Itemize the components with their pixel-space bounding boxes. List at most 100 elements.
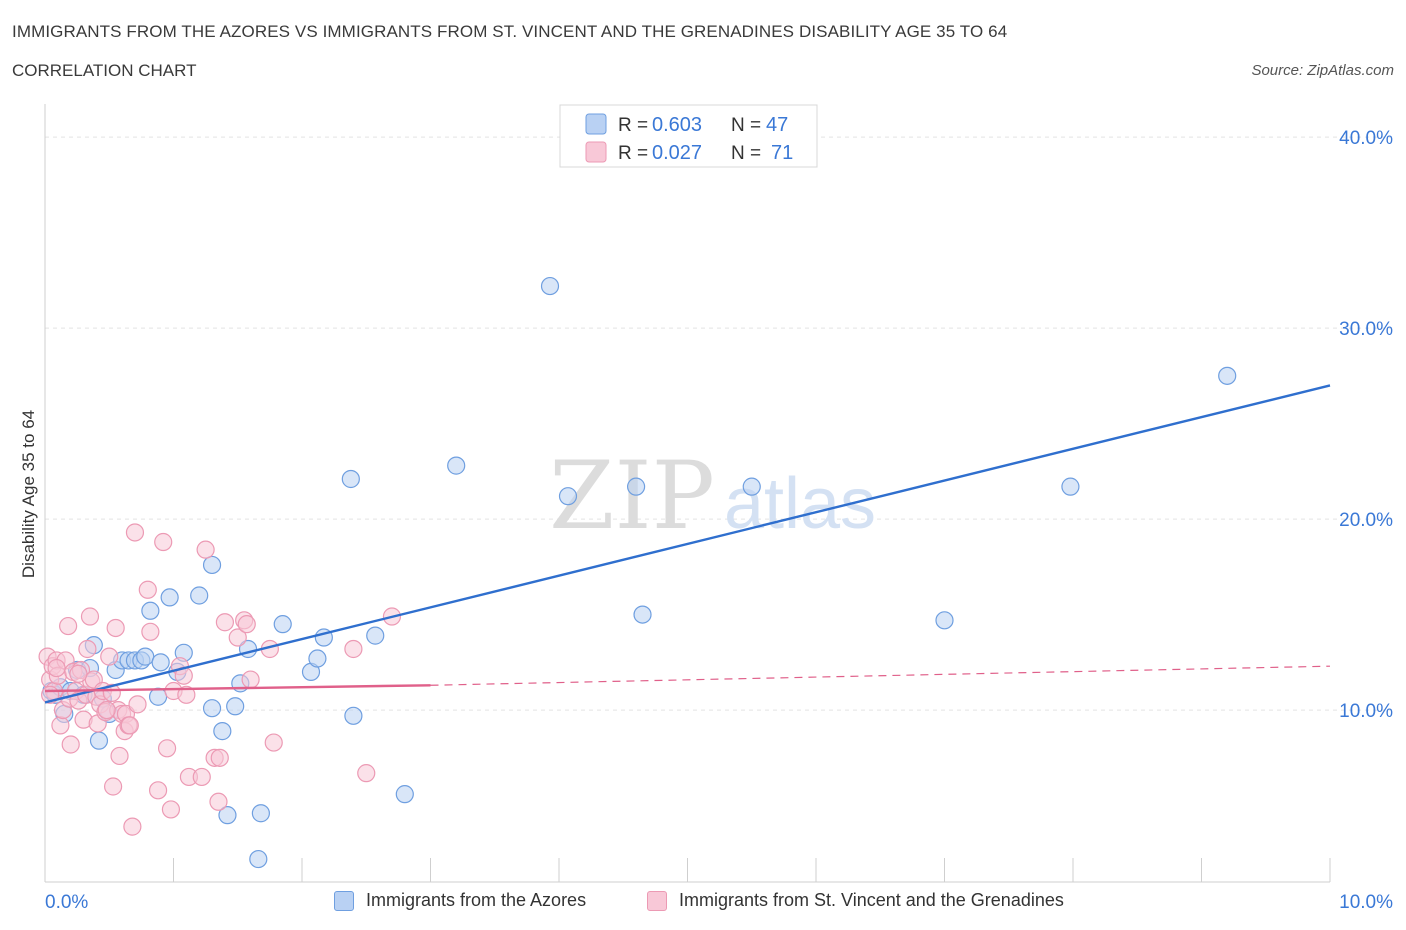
point-azores bbox=[202, 699, 222, 718]
legend-top: R = 0.603 N = 47 R = 0.027 N = 71 bbox=[559, 104, 818, 168]
point-azores bbox=[395, 785, 414, 804]
point-azores bbox=[218, 806, 237, 825]
point-svg bbox=[192, 767, 211, 787]
point-azores bbox=[141, 601, 160, 620]
point-svg bbox=[228, 628, 247, 647]
point-azores bbox=[540, 276, 560, 296]
point-azores bbox=[308, 649, 327, 668]
point-azores bbox=[226, 697, 245, 716]
point-azores bbox=[89, 731, 109, 750]
point-svg bbox=[148, 781, 168, 800]
legend-n-label-svg: N = bbox=[731, 143, 761, 164]
legend-item-svg: Immigrants from St. Vincent and the Gren… bbox=[647, 890, 1064, 911]
legend-r-label-svg: R = bbox=[618, 143, 648, 164]
point-svg bbox=[100, 647, 119, 666]
y-axis-label: Disability Age 35 to 64 bbox=[19, 410, 38, 578]
point-azores bbox=[935, 611, 954, 630]
point-svg bbox=[157, 739, 177, 758]
point-svg bbox=[120, 716, 139, 735]
point-svg bbox=[110, 746, 129, 766]
point-svg bbox=[80, 607, 100, 626]
tick-labels: 10.0% 20.0% 30.0% 40.0% 0.0% 10.0% bbox=[45, 128, 1393, 913]
trend-line-azores bbox=[44, 384, 1331, 704]
point-svg bbox=[209, 792, 228, 811]
legend-swatch-svg bbox=[585, 141, 607, 163]
point-svg bbox=[51, 716, 70, 735]
point-svg bbox=[154, 532, 173, 552]
point-azores bbox=[447, 456, 466, 475]
legend-n-value-azores: 47 bbox=[766, 114, 788, 136]
point-svg bbox=[237, 615, 256, 634]
point-svg bbox=[161, 800, 181, 819]
point-azores bbox=[742, 477, 761, 496]
point-azores bbox=[273, 615, 292, 634]
point-azores bbox=[190, 586, 209, 605]
point-svg bbox=[47, 658, 66, 678]
y-tick-label: 20.0% bbox=[1339, 510, 1393, 531]
point-svg bbox=[241, 670, 260, 689]
point-svg bbox=[123, 817, 142, 836]
point-azores bbox=[366, 626, 385, 645]
point-azores bbox=[151, 653, 170, 672]
legend-item-azores: Immigrants from the Azores bbox=[334, 890, 586, 911]
point-svg bbox=[210, 748, 229, 767]
legend-swatch-azores-bottom bbox=[334, 890, 354, 911]
points bbox=[38, 276, 1237, 869]
point-svg bbox=[215, 613, 234, 632]
legend-r-label-azores: R = bbox=[618, 115, 648, 136]
legend-r-value-azores: 0.603 bbox=[652, 114, 702, 136]
point-azores bbox=[558, 487, 578, 506]
legend-swatch-azores bbox=[585, 113, 607, 135]
point-svg bbox=[141, 622, 160, 641]
point-azores bbox=[341, 469, 360, 489]
legend-swatch-svg-bottom bbox=[647, 890, 667, 911]
point-svg bbox=[344, 639, 363, 659]
point-azores bbox=[136, 647, 155, 666]
point-azores bbox=[251, 804, 270, 823]
point-svg bbox=[106, 618, 125, 638]
point-azores bbox=[213, 722, 232, 741]
point-azores bbox=[148, 687, 168, 706]
point-svg bbox=[264, 733, 283, 752]
legend-label-azores: Immigrants from the Azores bbox=[366, 890, 587, 910]
watermark: ZIP atlas bbox=[549, 442, 876, 551]
point-svg bbox=[104, 777, 123, 796]
legend-n-value-svg: 71 bbox=[771, 142, 793, 164]
source-label: Source: ZipAtlas.com bbox=[1251, 62, 1394, 79]
trend-lines bbox=[44, 384, 1331, 704]
trend-line-svg-extrapolated bbox=[430, 665, 1331, 686]
point-svg bbox=[59, 616, 78, 636]
point-azores bbox=[633, 605, 652, 624]
point-azores bbox=[626, 477, 646, 496]
point-azores bbox=[249, 849, 268, 869]
point-azores bbox=[202, 555, 222, 575]
point-svg bbox=[177, 685, 196, 704]
y-tick-label: 10.0% bbox=[1339, 701, 1393, 722]
point-svg bbox=[125, 523, 145, 542]
x-tick-label: 0.0% bbox=[45, 892, 88, 913]
axes bbox=[44, 104, 1331, 883]
point-svg bbox=[128, 695, 147, 714]
point-azores bbox=[344, 706, 363, 725]
legend-label-svg: Immigrants from St. Vincent and the Gren… bbox=[679, 890, 1064, 910]
point-svg bbox=[97, 700, 116, 720]
point-svg bbox=[196, 540, 215, 559]
y-tick-label: 30.0% bbox=[1339, 319, 1393, 340]
point-svg bbox=[61, 735, 80, 754]
y-tick-label: 40.0% bbox=[1339, 128, 1393, 149]
chart-subtitle: CORRELATION CHART bbox=[12, 61, 197, 80]
point-azores bbox=[160, 588, 179, 607]
chart-title: IMMIGRANTS FROM THE AZORES VS IMMIGRANTS… bbox=[12, 22, 1008, 41]
point-svg bbox=[78, 639, 97, 659]
legend-r-value-svg: 0.027 bbox=[652, 142, 702, 164]
point-svg bbox=[138, 580, 157, 599]
point-azores bbox=[1061, 477, 1080, 496]
trend-line-svg bbox=[44, 684, 431, 693]
point-azores bbox=[1218, 366, 1237, 385]
legend-n-label-azores: N = bbox=[731, 115, 761, 136]
x-tick-label: 10.0% bbox=[1339, 892, 1393, 913]
point-svg bbox=[357, 764, 376, 783]
point-svg bbox=[69, 664, 88, 683]
legend-bottom: Immigrants from the Azores Immigrants fr… bbox=[0, 890, 1406, 916]
